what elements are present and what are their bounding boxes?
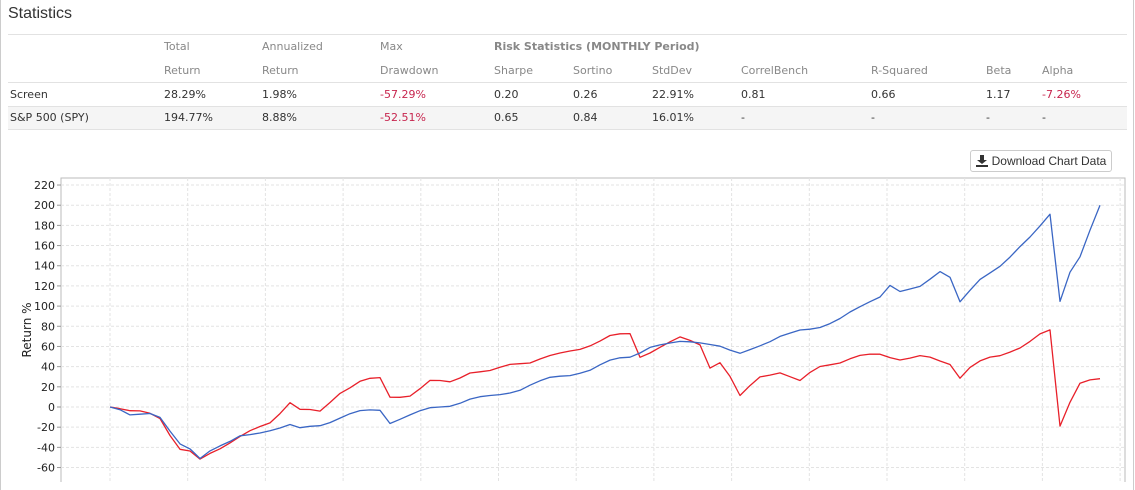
table-cell: 194.77% — [164, 111, 213, 124]
column-header: Return — [262, 64, 299, 77]
y-tick-label: 40 — [41, 361, 55, 374]
column-header: R-Squared — [871, 64, 928, 77]
table-cell: - — [871, 111, 875, 124]
download-icon — [975, 155, 988, 167]
y-tick-label: 160 — [34, 240, 55, 253]
table-cell: -57.29% — [380, 88, 426, 101]
table-cell: 0.81 — [741, 88, 766, 101]
row-divider — [8, 82, 1127, 83]
page-title: Statistics — [8, 5, 73, 22]
download-button-label: Download Chart Data — [991, 154, 1107, 168]
column-header-top: Annualized — [262, 40, 323, 53]
table-cell: -52.51% — [380, 111, 426, 124]
plot-area — [60, 177, 1126, 482]
column-header: CorrelBench — [741, 64, 809, 77]
y-tick-label: 220 — [34, 179, 55, 192]
column-header: Drawdown — [380, 64, 439, 77]
table-cell: 1.98% — [262, 88, 297, 101]
table-cell: 0.66 — [871, 88, 896, 101]
y-tick-label: 200 — [34, 199, 55, 212]
column-header: Beta — [986, 64, 1012, 77]
table-cell: 22.91% — [652, 88, 694, 101]
column-header: Alpha — [1042, 64, 1074, 77]
table-cell: 0.20 — [494, 88, 519, 101]
y-tick-label: 100 — [34, 300, 55, 313]
table-cell: 0.84 — [573, 111, 598, 124]
y-axis-label: Return % — [20, 302, 34, 357]
series-line-0 — [109, 329, 1101, 460]
column-header: StdDev — [652, 64, 693, 77]
divider — [8, 34, 1127, 35]
series-line-1 — [109, 204, 1101, 460]
y-tick-label: -20 — [37, 421, 55, 434]
download-chart-data-button[interactable]: Download Chart Data — [970, 150, 1112, 172]
y-tick-label: 80 — [41, 320, 55, 333]
row-label: Screen — [10, 88, 48, 101]
column-header: Sharpe — [494, 64, 533, 77]
row-background — [8, 106, 1127, 129]
y-tick-label: 0 — [48, 401, 55, 414]
y-tick-label: -60 — [37, 462, 55, 475]
y-tick-label: 20 — [41, 381, 55, 394]
table-cell: - — [1042, 111, 1046, 124]
table-cell: - — [741, 111, 745, 124]
risk-statistics-header: Risk Statistics (MONTHLY Period) — [494, 40, 700, 53]
row-divider — [8, 129, 1127, 130]
column-header: Return — [164, 64, 201, 77]
table-cell: 28.29% — [164, 88, 206, 101]
y-tick-label: -40 — [37, 441, 55, 454]
column-header: Sortino — [573, 64, 613, 77]
column-header-top: Total — [164, 40, 190, 53]
y-tick-label: 140 — [34, 260, 55, 273]
table-cell: 16.01% — [652, 111, 694, 124]
y-tick-label: 120 — [34, 280, 55, 293]
row-divider — [8, 106, 1127, 107]
table-cell: 0.65 — [494, 111, 519, 124]
row-label: S&P 500 (SPY) — [10, 111, 89, 124]
table-cell: 1.17 — [986, 88, 1011, 101]
y-tick-label: 180 — [34, 219, 55, 232]
table-cell: -7.26% — [1042, 88, 1081, 101]
table-cell: 8.88% — [262, 111, 297, 124]
column-header-top: Max — [380, 40, 403, 53]
table-cell: 0.26 — [573, 88, 598, 101]
table-cell: - — [986, 111, 990, 124]
y-tick-label: 60 — [41, 340, 55, 353]
